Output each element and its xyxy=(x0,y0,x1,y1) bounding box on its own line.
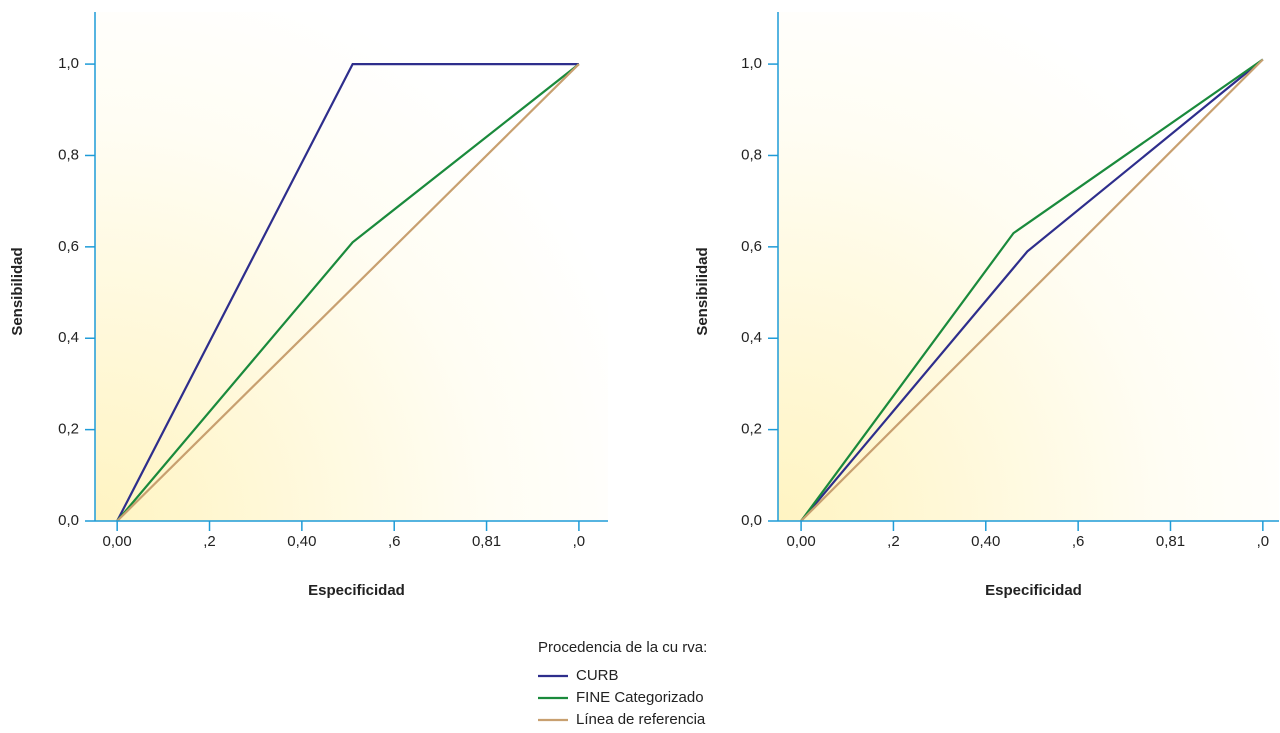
roc-curve xyxy=(800,58,1264,522)
roc-curve xyxy=(116,63,580,522)
legend-label: Línea de referencia xyxy=(576,711,706,728)
x-tick-label: 0,81 xyxy=(1156,533,1185,550)
y-tick-label: 0,2 xyxy=(741,421,762,438)
y-tick-label: 0,2 xyxy=(58,421,79,438)
x-tick-label: ,6 xyxy=(388,533,401,550)
y-tick-label: 1,0 xyxy=(741,55,762,72)
roc-curve xyxy=(800,58,1264,522)
plot-background xyxy=(95,12,608,521)
y-axis-label: Sensibilidad xyxy=(9,247,26,335)
y-tick-label: 0,6 xyxy=(741,238,762,255)
roc-curve xyxy=(116,63,580,522)
x-tick-label: ,2 xyxy=(203,533,216,550)
x-tick-label: ,0 xyxy=(1257,533,1270,550)
legend-title: Procedencia de la cu rva: xyxy=(538,639,707,656)
y-tick-label: 0,8 xyxy=(741,146,762,163)
y-tick-label: 0,4 xyxy=(58,329,79,346)
x-tick-label: ,6 xyxy=(1072,533,1085,550)
legend-label: CURB xyxy=(576,667,619,684)
plot-background xyxy=(778,12,1279,521)
y-tick-label: 0,6 xyxy=(58,238,79,255)
x-tick-label: ,2 xyxy=(887,533,900,550)
y-tick-label: 1,0 xyxy=(58,55,79,72)
y-tick-label: 0,0 xyxy=(741,512,762,529)
roc-curve xyxy=(116,62,579,522)
x-axis-label: Especificidad xyxy=(985,582,1082,599)
x-tick-label: 0,00 xyxy=(786,533,815,550)
x-tick-label: ,0 xyxy=(573,533,586,550)
x-axis-label: Especificidad xyxy=(308,582,405,599)
y-tick-label: 0,0 xyxy=(58,512,79,529)
roc-curve xyxy=(800,58,1264,522)
x-tick-label: 0,81 xyxy=(472,533,501,550)
y-axis-label: Sensibilidad xyxy=(694,247,711,335)
y-tick-label: 0,4 xyxy=(741,329,762,346)
x-tick-label: 0,40 xyxy=(971,533,1000,550)
x-tick-label: 0,00 xyxy=(103,533,132,550)
legend-label: FINE Categorizado xyxy=(576,689,704,706)
y-tick-label: 0,8 xyxy=(58,146,79,163)
x-tick-label: 0,40 xyxy=(287,533,316,550)
